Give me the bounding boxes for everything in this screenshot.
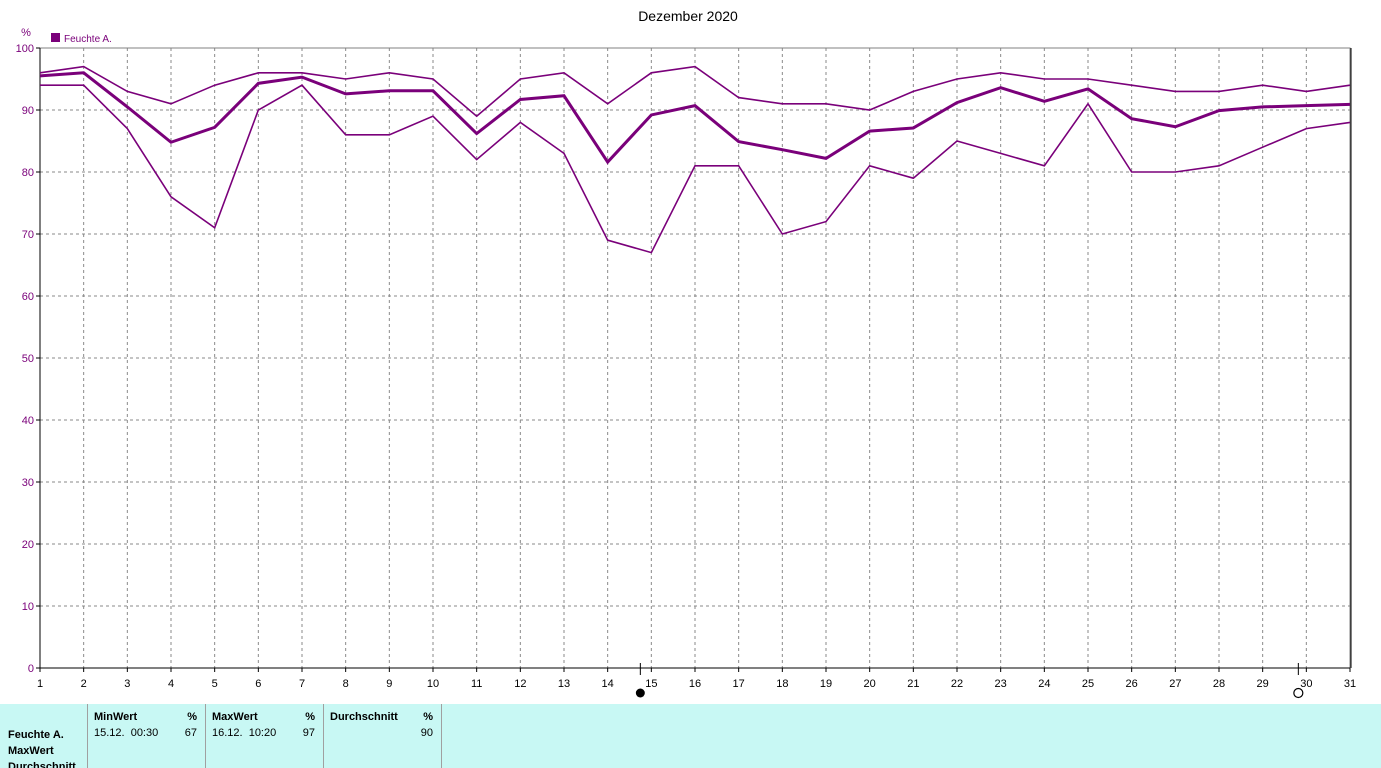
x-axis: 1 2 3 4 5 6 7 8 9 10 11 12 13 14 15 16 17 18 19 20 21 22 23 24 2…	[37, 668, 1356, 690]
stat-unit-mean: %	[423, 711, 433, 723]
x-tick-label: 8	[343, 678, 349, 690]
x-tick-label: 3	[124, 678, 130, 690]
x-tick-label: 5	[212, 678, 218, 690]
stat-date-max: 16.12. 10:20	[212, 727, 277, 739]
series-line-mean	[39, 71, 1351, 165]
stat-row-label-sensor: Feuchte A.	[8, 729, 64, 741]
legend-label: Feuchte A.	[64, 34, 112, 45]
x-tick-label: 2	[81, 678, 87, 690]
stat-value-max: 97	[302, 727, 315, 739]
y-axis: 0 10 20 30 40 50 60 70 80 90 100	[16, 43, 40, 675]
x-tick-label: 15	[645, 678, 657, 690]
y-tick-label: 40	[22, 415, 34, 427]
stat-date-min: 15.12. 00:30	[94, 727, 159, 739]
y-tick-label: 70	[22, 229, 34, 241]
stat-row-label-max: MaxWert	[8, 745, 54, 757]
series-lines	[39, 65, 1351, 254]
stat-table-end	[441, 704, 442, 768]
min-day-marker-dot	[635, 688, 645, 698]
x-tick-label: 17	[733, 678, 745, 690]
x-tick-label: 23	[995, 678, 1007, 690]
x-tick-label: 9	[386, 678, 392, 690]
x-tick-label: 31	[1344, 678, 1356, 690]
x-tick-label: 20	[864, 678, 876, 690]
x-tick-label: 13	[558, 678, 570, 690]
x-tick-label: 22	[951, 678, 963, 690]
stat-header-min: MinWert	[94, 711, 138, 723]
legend-swatch	[51, 33, 60, 42]
stat-unit-min: %	[187, 711, 197, 723]
y-tick-label: 60	[22, 291, 34, 303]
stat-column-mean: Durchschnitt % 90	[323, 704, 441, 768]
max-day-marker-ring	[1293, 687, 1304, 699]
series-line-max	[39, 65, 1351, 118]
y-tick-label: 50	[22, 353, 34, 365]
x-tick-label: 7	[299, 678, 305, 690]
stat-column-min: MinWert % 15.12. 00:30 67	[87, 704, 205, 768]
x-tick-label: 27	[1169, 678, 1181, 690]
y-tick-label: 0	[28, 663, 34, 675]
chart-title: Dezember 2020	[638, 8, 738, 24]
statistics-panel: Feuchte A. MaxWert Durchschnitt MinWert …	[0, 704, 1381, 768]
x-tick-label: 12	[514, 678, 526, 690]
x-tick-label: 18	[776, 678, 788, 690]
stat-row-labels: Feuchte A. MaxWert Durchschnitt	[8, 727, 76, 768]
stat-row-label-mean: Durchschnitt	[8, 761, 76, 768]
series-line-min	[40, 84, 1351, 254]
y-tick-label: 20	[22, 539, 34, 551]
stat-header-mean: Durchschnitt	[330, 711, 398, 723]
y-tick-label: 10	[22, 601, 34, 613]
stat-value-mean: 90	[420, 727, 433, 739]
y-axis-unit: %	[21, 27, 31, 39]
stat-unit-max: %	[305, 711, 315, 723]
x-tick-label: 29	[1257, 678, 1269, 690]
x-tick-label: 28	[1213, 678, 1225, 690]
day-markers	[635, 663, 1304, 699]
x-tick-label: 19	[820, 678, 832, 690]
grid	[40, 48, 1350, 668]
x-tick-label: 30	[1300, 678, 1312, 690]
stat-value-min: 67	[184, 727, 197, 739]
y-tick-label: 30	[22, 477, 34, 489]
humidity-chart: Dezember 2020 % Feuchte A. 0102030405060…	[16, 8, 1356, 699]
x-tick-label: 6	[255, 678, 261, 690]
x-tick-label: 16	[689, 678, 701, 690]
x-tick-label: 4	[168, 678, 174, 690]
x-tick-label: 14	[602, 678, 614, 690]
x-tick-label: 26	[1126, 678, 1138, 690]
x-tick-label: 25	[1082, 678, 1094, 690]
x-tick-label: 1	[37, 678, 43, 690]
y-tick-label: 100	[16, 43, 34, 55]
stat-column-max: MaxWert % 16.12. 10:20 97	[205, 704, 323, 768]
x-tick-label: 11	[471, 678, 482, 690]
stat-header-max: MaxWert	[212, 711, 258, 723]
x-tick-label: 21	[907, 678, 919, 690]
y-tick-label: 90	[22, 105, 34, 117]
x-tick-label: 10	[427, 678, 439, 690]
x-tick-label: 24	[1038, 678, 1050, 690]
y-tick-label: 80	[22, 167, 34, 179]
